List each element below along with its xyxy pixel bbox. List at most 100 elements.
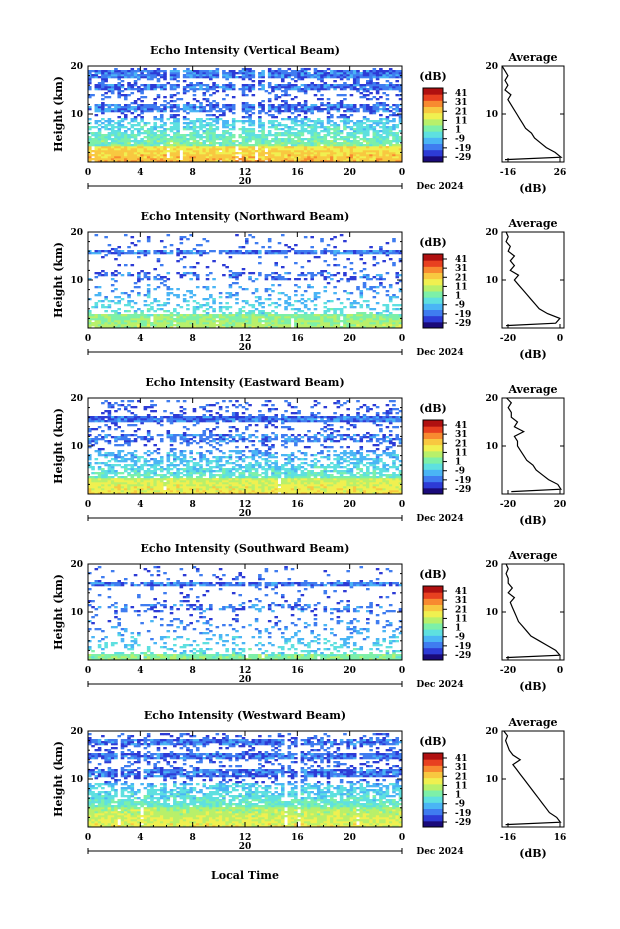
heatmap-cell xyxy=(163,86,167,89)
heatmap-cell xyxy=(238,136,243,139)
heatmap-cell xyxy=(104,70,108,73)
heatmap-cell xyxy=(258,112,262,115)
heatmap-cell xyxy=(330,326,334,329)
heatmap-cell xyxy=(343,126,347,129)
heatmap-cell xyxy=(176,130,180,133)
heatmap-cell xyxy=(110,322,115,325)
heatmap-cell xyxy=(375,326,380,329)
heatmap-cell xyxy=(372,326,377,329)
heatmap-cell xyxy=(156,308,161,311)
heatmap-cell xyxy=(114,416,118,419)
heatmap-cell xyxy=(330,308,334,311)
heatmap-cell xyxy=(385,308,390,311)
heatmap-cell xyxy=(372,112,377,115)
heatmap-cell xyxy=(173,88,177,91)
heatmap-cell xyxy=(277,150,282,153)
x-tick-label: 8 xyxy=(190,168,196,178)
heatmap-cell xyxy=(379,250,383,253)
heatmap-cell xyxy=(379,278,383,281)
heatmap-cell xyxy=(375,252,380,255)
heatmap-cell xyxy=(336,326,341,329)
heatmap-cell xyxy=(277,122,282,125)
heatmap-cell xyxy=(97,416,102,419)
heatmap-cell xyxy=(130,452,135,455)
heatmap-cell xyxy=(189,148,193,151)
panel-1: Echo Intensity (Vertical Beam)Height (km… xyxy=(52,44,566,195)
heatmap-cell xyxy=(271,76,275,79)
heatmap-cell xyxy=(254,150,259,153)
heatmap-cell xyxy=(333,236,337,239)
panel-title: Echo Intensity (Vertical Beam) xyxy=(150,44,340,57)
heatmap-cell xyxy=(326,150,331,153)
heatmap-cell xyxy=(248,310,252,313)
heatmap-cell xyxy=(212,318,216,321)
heatmap-cell xyxy=(290,108,295,111)
heatmap-cell xyxy=(166,134,171,137)
heatmap-cell xyxy=(143,304,148,307)
heatmap-cell xyxy=(146,76,151,79)
heatmap-cell xyxy=(349,306,354,309)
heatmap-cell xyxy=(120,460,125,463)
heatmap-cell xyxy=(101,314,105,317)
heatmap-cell xyxy=(362,252,367,255)
heatmap-cell xyxy=(127,326,131,329)
heatmap-cell xyxy=(182,324,187,327)
heatmap-cell xyxy=(313,154,318,157)
heatmap-cell xyxy=(88,252,92,255)
heatmap-cell xyxy=(137,250,141,253)
heatmap-cell xyxy=(343,128,347,131)
heatmap-cell xyxy=(150,302,154,305)
heatmap-cell xyxy=(169,156,174,159)
heatmap-cell xyxy=(258,82,262,85)
heatmap-cell xyxy=(130,148,135,151)
heatmap-cell xyxy=(382,86,386,89)
heatmap-cell xyxy=(300,322,305,325)
heatmap-cell xyxy=(88,152,92,155)
heatmap-cell xyxy=(186,154,190,157)
heatmap-cell xyxy=(385,242,390,245)
heatmap-cell xyxy=(107,320,112,323)
heatmap-cell xyxy=(140,320,144,323)
heatmap-cell xyxy=(123,132,128,135)
heatmap-cell xyxy=(140,132,144,135)
heatmap-cell xyxy=(366,142,370,145)
heatmap-cell xyxy=(107,454,112,457)
heatmap-cell xyxy=(156,154,161,157)
heatmap-cell xyxy=(94,136,99,139)
heatmap-cell xyxy=(146,138,151,141)
heatmap-cell xyxy=(280,140,285,143)
heatmap-cell xyxy=(336,70,341,73)
heatmap-cell xyxy=(202,130,207,133)
heatmap-cell xyxy=(130,488,135,491)
heatmap-cell xyxy=(297,72,301,75)
heatmap-cell xyxy=(352,130,357,133)
heatmap-cell xyxy=(97,136,102,139)
heatmap-cell xyxy=(101,274,105,277)
heatmap-cell xyxy=(91,252,95,255)
heatmap-cell xyxy=(287,136,292,139)
heatmap-cell xyxy=(388,156,393,159)
heatmap-cell xyxy=(192,132,197,135)
heatmap-cell xyxy=(153,104,157,107)
heatmap-cell xyxy=(104,134,108,137)
heatmap-cell xyxy=(159,240,164,243)
heatmap-cell xyxy=(110,130,115,133)
heatmap-cell xyxy=(127,86,131,89)
heatmap-cell xyxy=(199,244,203,247)
heatmap-cell xyxy=(303,156,308,159)
heatmap-cell xyxy=(339,314,344,317)
heatmap-cell xyxy=(110,140,115,143)
heatmap-cell xyxy=(366,144,370,147)
heatmap-cell xyxy=(369,158,373,161)
heatmap-cell xyxy=(133,84,138,87)
heatmap-cell xyxy=(241,126,246,129)
heatmap-cell xyxy=(143,148,148,151)
heatmap-cell xyxy=(176,248,180,251)
heatmap-cell xyxy=(356,140,360,143)
heatmap-cell xyxy=(316,90,321,93)
heatmap-cell xyxy=(382,250,386,253)
heatmap-cell xyxy=(114,140,118,143)
heatmap-cell xyxy=(254,290,259,293)
heatmap-cell xyxy=(143,150,148,153)
heatmap-cell xyxy=(123,142,128,145)
